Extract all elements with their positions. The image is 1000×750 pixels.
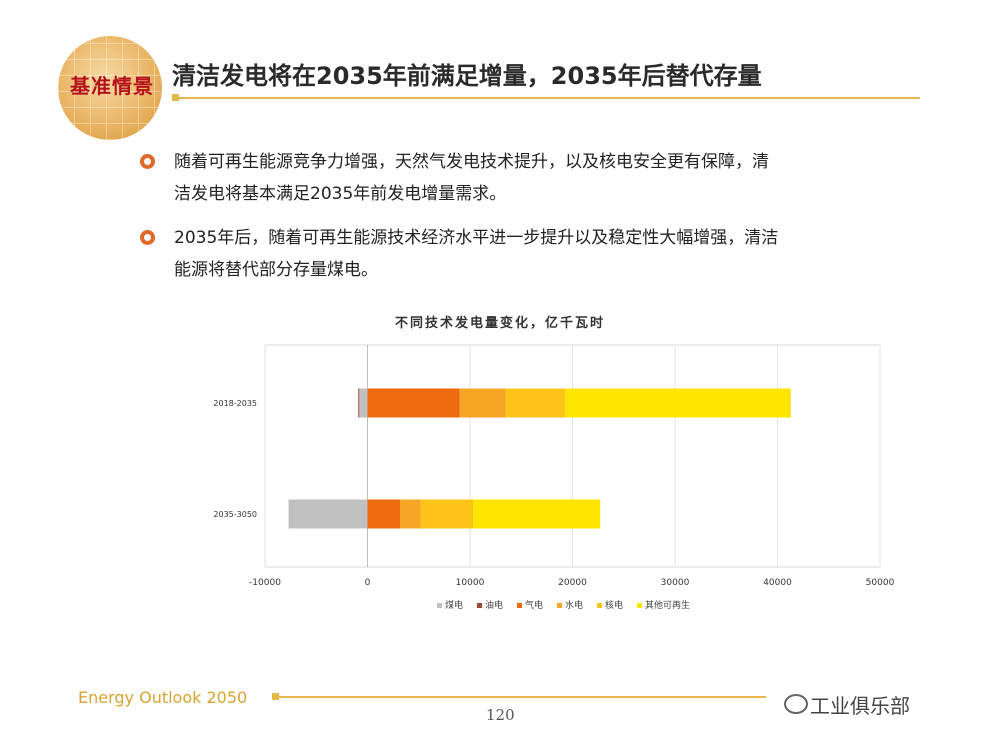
bullet-icon bbox=[140, 154, 155, 169]
bullet-line-1a: 随着可再生能源竞争力增强，天然气发电技术提升，以及核电安全更有保障，清 bbox=[174, 152, 769, 172]
legend-swatch bbox=[477, 603, 482, 608]
x-tick-label: 30000 bbox=[661, 578, 690, 588]
legend-swatch bbox=[437, 603, 442, 608]
bar-segment-水电 bbox=[459, 388, 506, 418]
chart-title: 不同技术发电量变化，亿千瓦时 bbox=[394, 316, 605, 331]
legend-label: 核电 bbox=[605, 599, 623, 611]
legend-swatch bbox=[557, 603, 562, 608]
x-tick-label: 0 bbox=[365, 578, 371, 588]
bar-segment-气电 bbox=[367, 388, 460, 418]
x-tick-label: 50000 bbox=[866, 578, 895, 588]
title-divider bbox=[172, 97, 920, 99]
footer-divider-marker bbox=[272, 693, 279, 700]
legend-label: 气电 bbox=[525, 599, 543, 611]
x-tick-label: 20000 bbox=[558, 578, 587, 588]
legend-swatch bbox=[597, 603, 602, 608]
bar-segment-核电 bbox=[505, 388, 566, 418]
x-tick-label: 10000 bbox=[456, 578, 485, 588]
bar-segment-油电 bbox=[358, 388, 360, 418]
legend-label: 其他可再生 bbox=[645, 599, 690, 611]
x-tick-label: -10000 bbox=[249, 578, 281, 588]
bullet-item-1: 随着可再生能源竞争力增强，天然气发电技术提升，以及核电安全更有保障，清 洁发电将… bbox=[140, 146, 930, 210]
category-label: 2035-3050 bbox=[213, 510, 257, 519]
x-tick-label: 40000 bbox=[763, 578, 792, 588]
legend-swatch bbox=[637, 603, 642, 608]
category-label: 2018-2035 bbox=[213, 399, 257, 408]
page-number: 120 bbox=[486, 706, 515, 724]
watermark-text: 工业俱乐部 bbox=[810, 694, 910, 718]
bar-segment-其他可再生 bbox=[565, 388, 791, 418]
bullet-item-2: 2035年后，随着可再生能源技术经济水平进一步提升以及稳定性大幅增强，清洁 能源… bbox=[140, 222, 930, 286]
legend-swatch bbox=[517, 603, 522, 608]
globe-grid bbox=[58, 36, 162, 140]
bar-segment-核电 bbox=[420, 499, 474, 529]
footer-title: Energy Outlook 2050 bbox=[78, 688, 248, 707]
wechat-icon bbox=[784, 694, 808, 714]
bar-segment-煤电 bbox=[288, 499, 368, 529]
logo: 基准情景 bbox=[58, 36, 162, 140]
logo-label: 基准情景 bbox=[70, 74, 154, 98]
page-title: 清洁发电将在2035年前满足增量，2035年后替代存量 bbox=[172, 62, 762, 90]
title-divider-marker bbox=[172, 94, 179, 101]
legend-label: 油电 bbox=[485, 599, 503, 611]
footer-divider bbox=[274, 696, 766, 698]
bar-segment-其他可再生 bbox=[473, 499, 601, 529]
bar-segment-水电 bbox=[400, 499, 421, 529]
bullet-icon bbox=[140, 230, 155, 245]
bullet-line-2a: 2035年后，随着可再生能源技术经济水平进一步提升以及稳定性大幅增强，清洁 bbox=[174, 228, 779, 248]
bullet-line-2b: 能源将替代部分存量煤电。 bbox=[174, 260, 378, 280]
bullet-line-1b: 洁发电将基本满足2035年前发电增量需求。 bbox=[174, 184, 507, 204]
bar-segment-煤电 bbox=[359, 388, 368, 418]
legend-label: 煤电 bbox=[445, 599, 463, 611]
bar-segment-气电 bbox=[367, 499, 401, 529]
legend-label: 水电 bbox=[565, 599, 583, 611]
